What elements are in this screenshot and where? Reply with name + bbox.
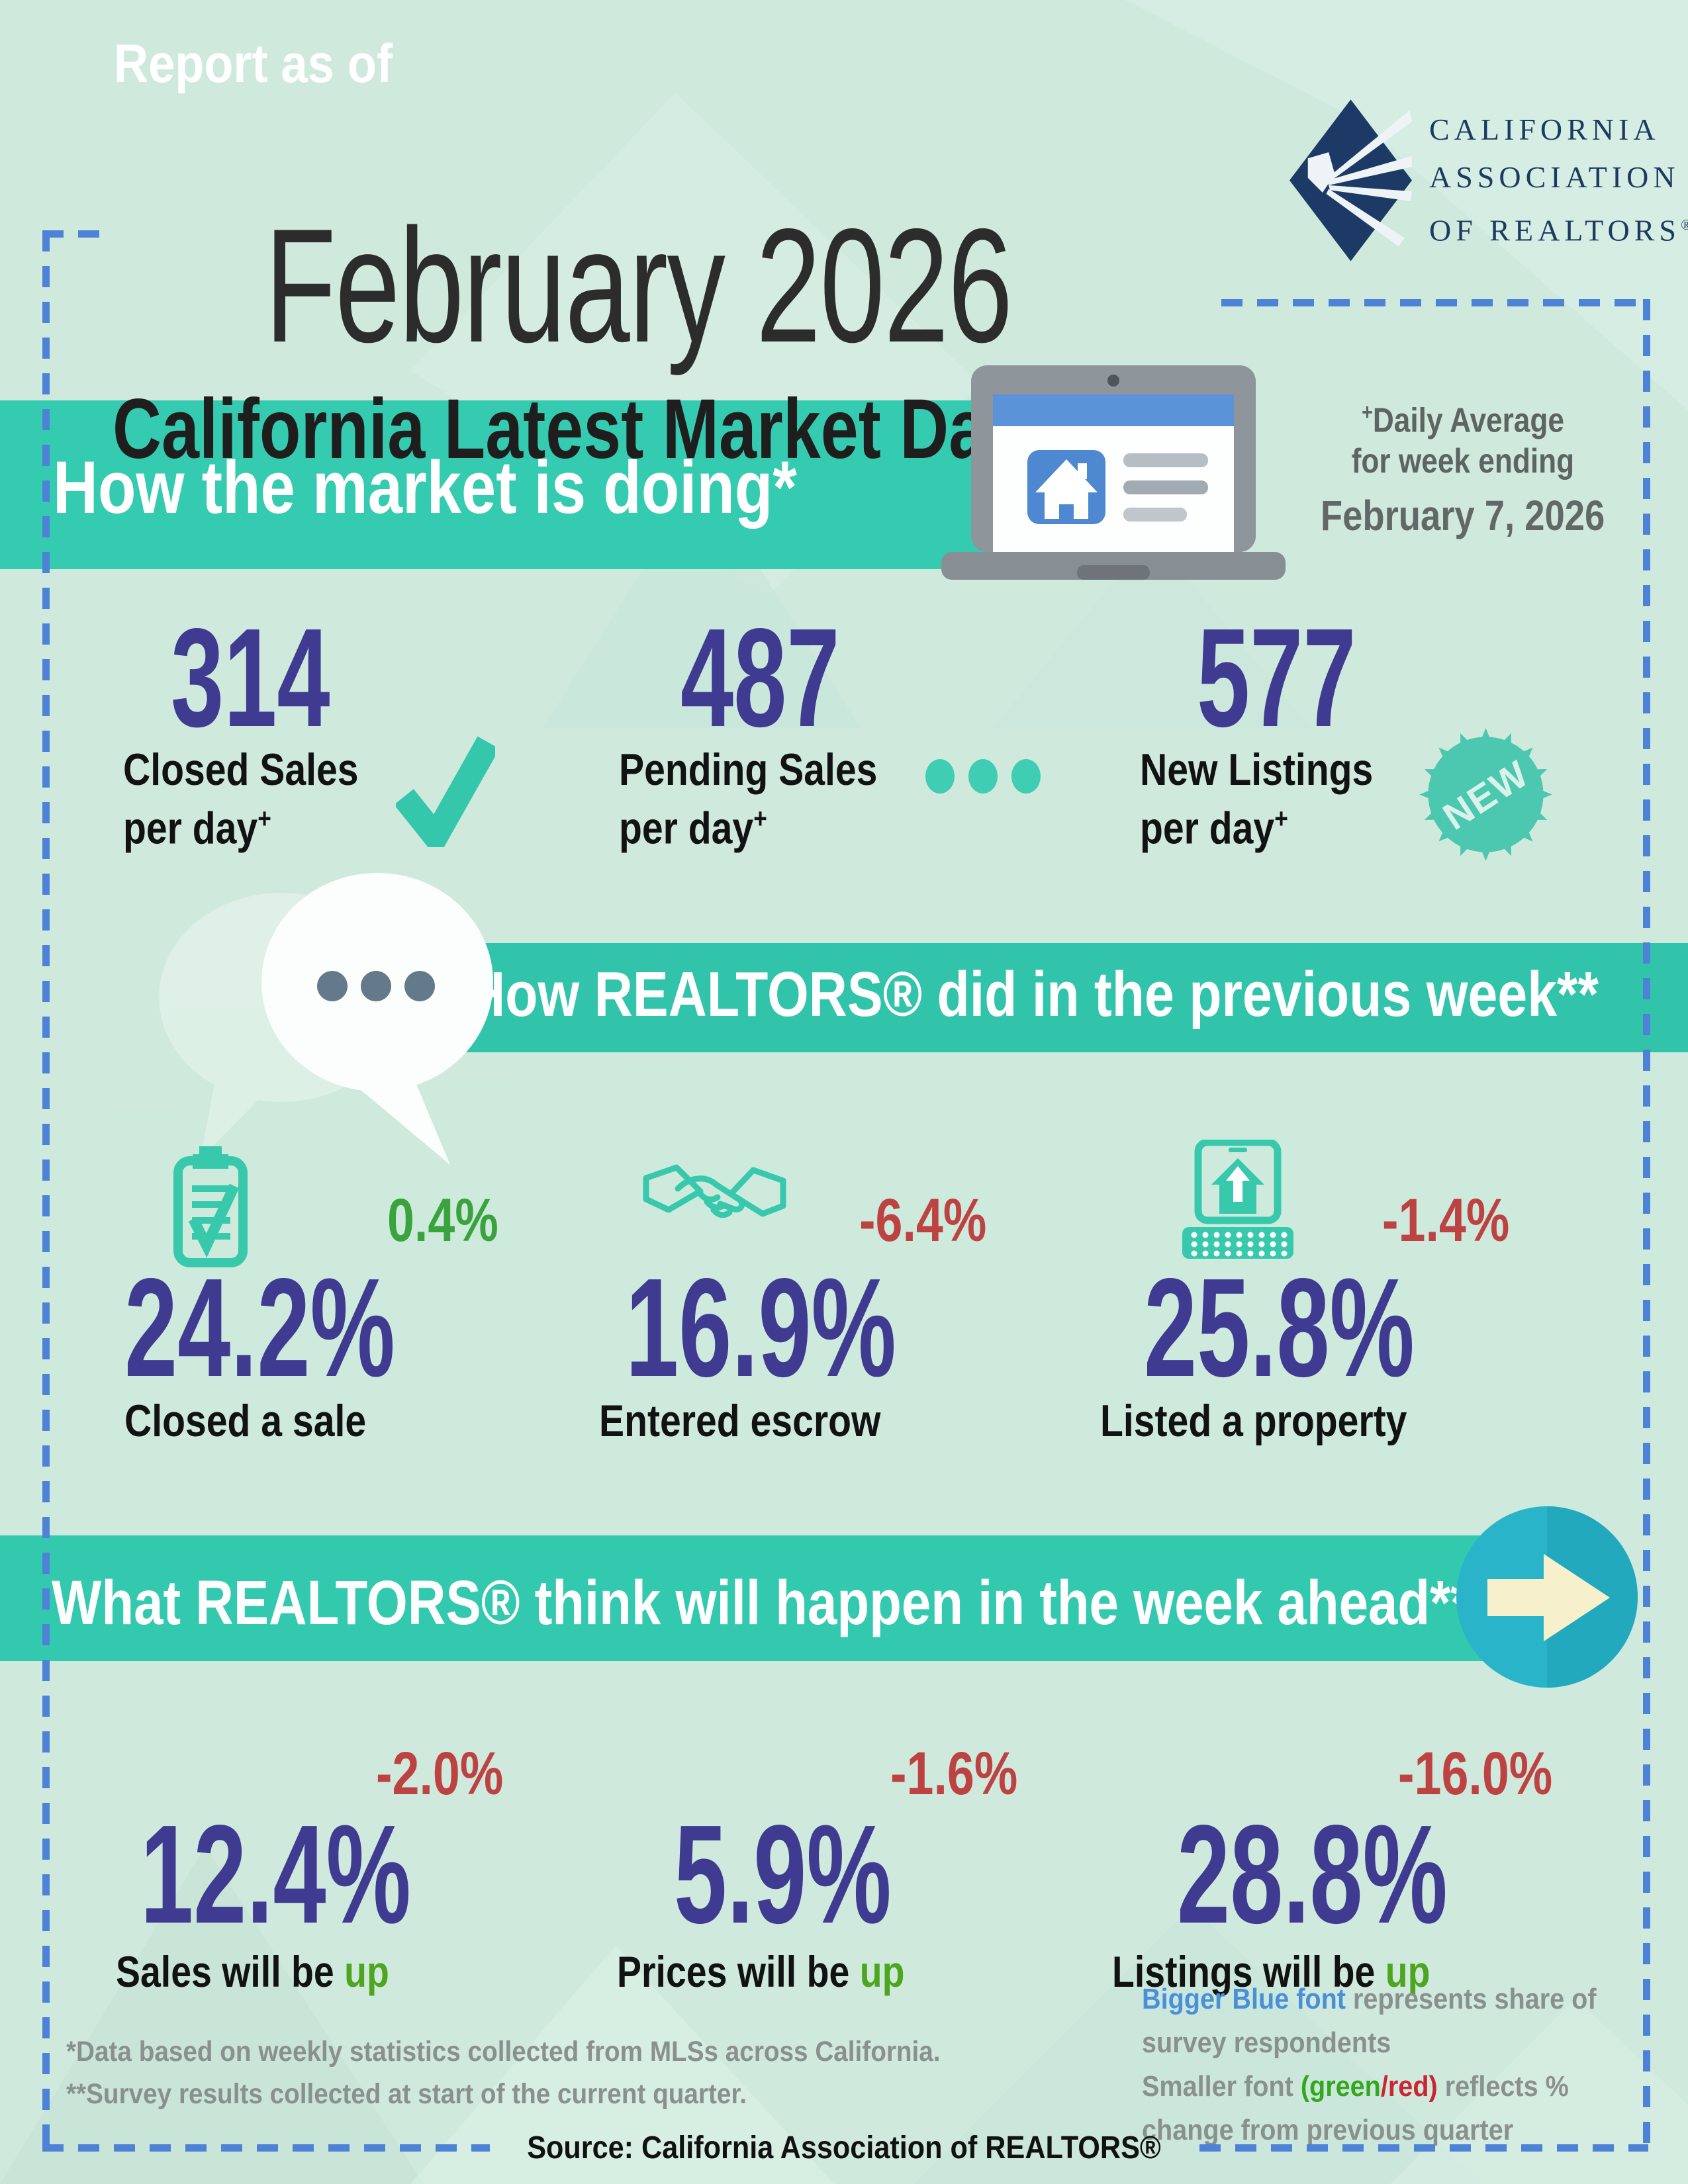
ellipsis-icon [925, 759, 1041, 794]
footnote-1: *Data based on weekly statistics collect… [66, 2036, 941, 2068]
car-logo: CALIFORNIA ASSOCIATION OF REALTORS® [1289, 99, 1688, 261]
pending-sales-value: 487 [680, 599, 840, 756]
pending-sales-label: Pending Sales per day+ [619, 745, 878, 854]
closed-sale-value: 24.2% [124, 1249, 395, 1406]
closed-sales-label: Closed Sales per day+ [123, 745, 359, 854]
logo-line-2: ASSOCIATION [1429, 160, 1680, 195]
handshake-icon [643, 1164, 786, 1218]
listings-up-delta: -16.0% [1398, 1740, 1553, 1807]
dashed-border-top-right [1221, 299, 1650, 306]
daily-average-note: +Daily Average for week ending February … [1278, 392, 1648, 540]
legend-line-2: survey respondents [1142, 2026, 1391, 2059]
sales-up-value: 12.4% [140, 1796, 411, 1952]
section-market-title: How the market is doing* [53, 446, 797, 529]
dashed-border-right [1643, 299, 1650, 2150]
dashed-border-bottom-left [42, 2144, 490, 2152]
footnotes: *Data based on weekly statistics collect… [66, 2030, 1037, 2115]
car-logo-icon [1289, 99, 1412, 261]
dashed-border-bottom-right [1199, 2144, 1648, 2152]
section-previous-week-title: How REALTORS® did in the previous week** [467, 959, 1599, 1030]
new-badge: NEW [1419, 728, 1552, 861]
legend: Bigger Blue font represents share of sur… [1142, 1978, 1647, 2152]
listed-property-value: 25.8% [1144, 1249, 1415, 1406]
entered-escrow-label: Entered escrow [599, 1396, 881, 1446]
entered-escrow-delta: -6.4% [859, 1187, 987, 1254]
entered-escrow-value: 16.9% [626, 1249, 896, 1406]
legend-line-4: change from previous quarter [1142, 2114, 1514, 2146]
closed-sale-delta: 0.4% [387, 1187, 498, 1254]
prices-up-label: Prices will be up [617, 1947, 905, 1996]
new-listings-label: New Listings per day+ [1140, 745, 1374, 854]
listings-up-value: 28.8% [1177, 1796, 1448, 1952]
sales-up-label: Sales will be up [116, 1947, 389, 1996]
sales-up-delta: -2.0% [376, 1740, 504, 1807]
closed-sales-value: 314 [171, 599, 330, 756]
car-logo-text: CALIFORNIA ASSOCIATION OF REALTORS® [1429, 106, 1688, 254]
legend-line-1: Bigger Blue font represents share of [1142, 1983, 1597, 2015]
closed-sale-label: Closed a sale [124, 1396, 367, 1446]
note-line-1: +Daily Average [1362, 400, 1564, 440]
dashed-border-left [42, 230, 50, 2150]
section-market-banner [0, 400, 1003, 569]
listings-up-label: Listings will be up [1112, 1947, 1430, 1996]
listed-property-delta: -1.4% [1382, 1187, 1510, 1254]
logo-line-1: CALIFORNIA [1429, 113, 1660, 147]
logo-line-3: OF REALTORS® [1429, 213, 1688, 248]
laptop-illustration-icon [941, 365, 1286, 580]
new-listings-value: 577 [1197, 599, 1356, 756]
section-previous-week-banner [437, 943, 1688, 1052]
listed-property-label: Listed a property [1100, 1396, 1407, 1446]
section-week-ahead-banner [0, 1535, 1506, 1661]
check-icon [396, 736, 495, 847]
note-line-2: for week ending [1351, 442, 1575, 481]
arrow-circle-icon [1456, 1506, 1638, 1688]
laptop-house-icon [1182, 1140, 1293, 1259]
report-as-of-label: Report as of [114, 34, 393, 94]
source-line: Source: California Association of REALTO… [527, 2130, 1161, 2165]
clipboard-icon [173, 1146, 248, 1267]
speech-bubbles-icon [159, 873, 493, 1165]
page-title: February 2026 [265, 195, 1013, 376]
prices-up-value: 5.9% [674, 1796, 892, 1952]
dashed-border-top-left [42, 230, 114, 238]
page-subtitle: California Latest Market Data [113, 382, 1047, 477]
section-week-ahead-title: What REALTORS® think will happen in the … [52, 1568, 1472, 1638]
note-date: February 7, 2026 [1321, 492, 1605, 540]
prices-up-delta: -1.6% [890, 1740, 1018, 1807]
footnote-2: **Survey results collected at start of t… [66, 2078, 747, 2110]
legend-line-3: Smaller font (green/red) reflects % [1142, 2070, 1569, 2103]
